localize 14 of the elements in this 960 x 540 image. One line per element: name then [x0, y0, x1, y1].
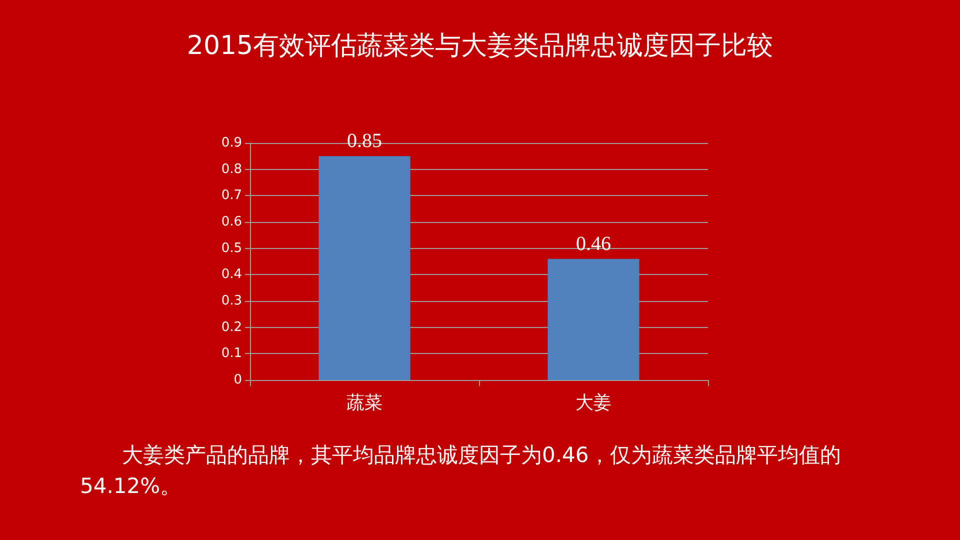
y-tick-label: 0.6	[221, 214, 242, 230]
y-tick-label: 0.4	[221, 267, 242, 282]
y-tick-label: 0.9	[221, 136, 242, 150]
text: 大姜类产品的品牌，其平均品牌忠诚度因子为0.46，仅为蔬菜类品牌平均值的54.12%。	[80, 442, 842, 500]
y-tick-label: 0.3	[221, 294, 242, 308]
y-tick-label: 0.1	[221, 346, 242, 362]
x-tick-label: 大姜	[576, 392, 612, 414]
x-tick-label: 蔬菜	[346, 392, 382, 414]
y-tick-label: 0.5	[221, 240, 242, 256]
chart-title: 2015有效评估蔬菜类与大姜类品牌忠诚度因子比较	[186, 31, 774, 61]
y-tick-label: 0.8	[221, 162, 242, 177]
y-tick-label: 0.7	[221, 188, 242, 204]
y-tick-label: 0.2	[221, 320, 242, 335]
y-tick-label: 0	[234, 372, 242, 388]
